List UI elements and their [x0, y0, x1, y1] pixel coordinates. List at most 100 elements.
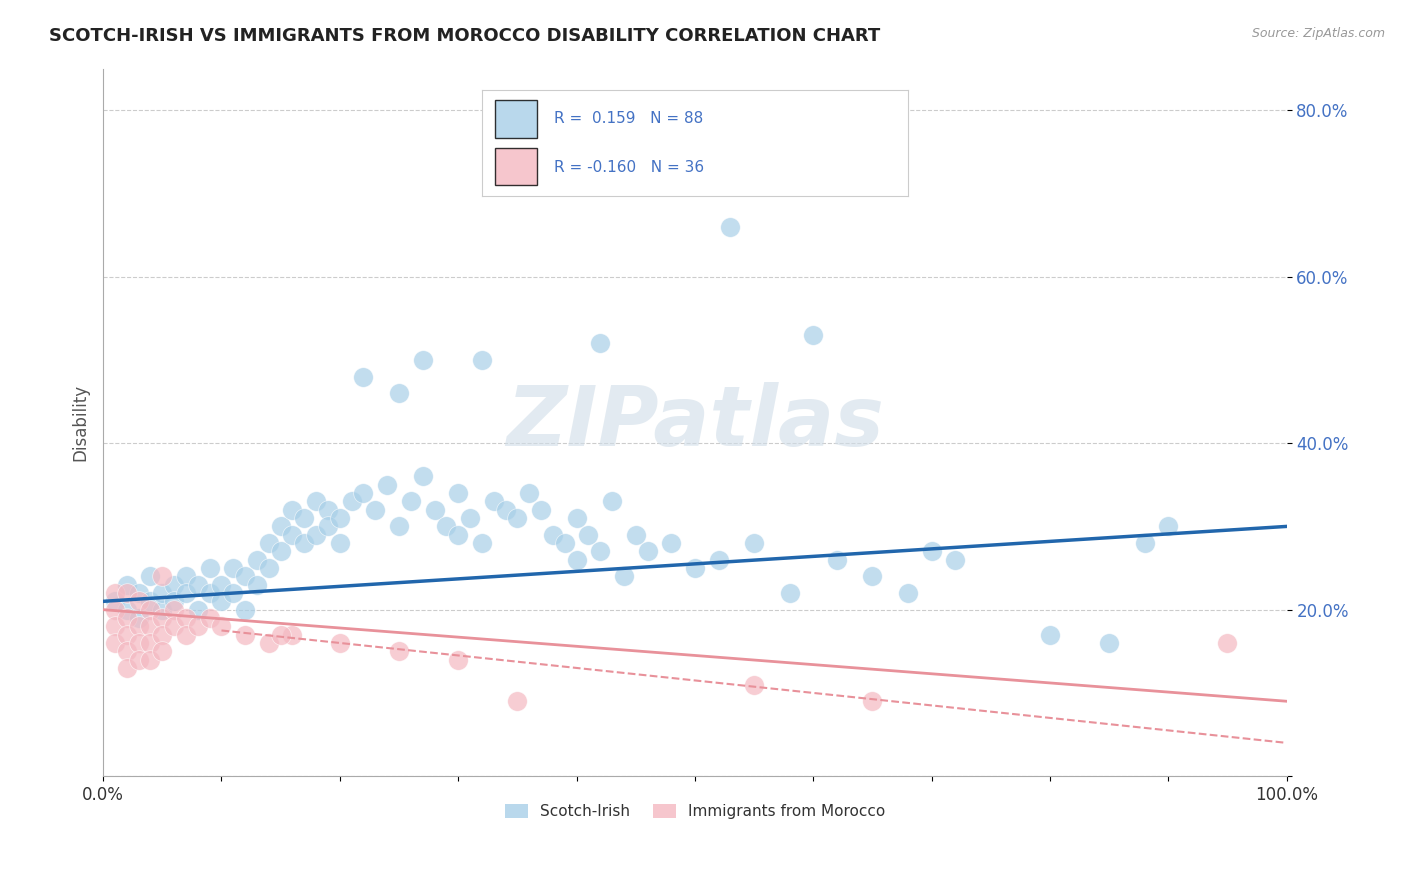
- Point: [187, 577, 209, 591]
- Point: [150, 586, 173, 600]
- Point: [163, 619, 186, 633]
- Point: [589, 544, 612, 558]
- Point: [150, 644, 173, 658]
- Point: [281, 627, 304, 641]
- Point: [600, 494, 623, 508]
- Point: [222, 561, 245, 575]
- Point: [471, 536, 494, 550]
- Point: [388, 519, 411, 533]
- Point: [329, 636, 352, 650]
- Point: [187, 619, 209, 633]
- Point: [1098, 636, 1121, 650]
- Point: [943, 552, 966, 566]
- Point: [174, 586, 197, 600]
- Point: [860, 694, 883, 708]
- Point: [458, 511, 481, 525]
- Point: [198, 586, 221, 600]
- Y-axis label: Disability: Disability: [72, 384, 89, 461]
- Legend: Scotch-Irish, Immigrants from Morocco: Scotch-Irish, Immigrants from Morocco: [499, 797, 891, 825]
- Text: Source: ZipAtlas.com: Source: ZipAtlas.com: [1251, 27, 1385, 40]
- Point: [198, 611, 221, 625]
- Point: [115, 577, 138, 591]
- Point: [211, 619, 233, 633]
- Point: [211, 594, 233, 608]
- Point: [115, 644, 138, 658]
- Point: [779, 586, 801, 600]
- Point: [471, 352, 494, 367]
- Point: [316, 519, 339, 533]
- Point: [281, 502, 304, 516]
- Point: [637, 544, 659, 558]
- Point: [139, 619, 162, 633]
- Point: [292, 511, 315, 525]
- Point: [104, 586, 127, 600]
- Point: [257, 536, 280, 550]
- Point: [897, 586, 920, 600]
- Point: [246, 577, 269, 591]
- Point: [270, 544, 292, 558]
- Point: [613, 569, 636, 583]
- Point: [115, 602, 138, 616]
- Point: [270, 519, 292, 533]
- Point: [139, 594, 162, 608]
- Point: [115, 627, 138, 641]
- Point: [257, 636, 280, 650]
- Point: [683, 561, 706, 575]
- Point: [447, 486, 470, 500]
- Point: [104, 602, 127, 616]
- Point: [1133, 536, 1156, 550]
- Point: [447, 652, 470, 666]
- Point: [565, 511, 588, 525]
- Point: [292, 536, 315, 550]
- Point: [163, 594, 186, 608]
- Point: [921, 544, 943, 558]
- Point: [801, 327, 824, 342]
- Point: [115, 586, 138, 600]
- Point: [1216, 636, 1239, 650]
- Point: [128, 619, 150, 633]
- Point: [447, 527, 470, 541]
- Point: [150, 627, 173, 641]
- Point: [174, 611, 197, 625]
- Point: [128, 636, 150, 650]
- Point: [506, 694, 529, 708]
- Point: [589, 336, 612, 351]
- Point: [115, 661, 138, 675]
- Point: [139, 602, 162, 616]
- Point: [128, 586, 150, 600]
- Point: [541, 527, 564, 541]
- Point: [104, 594, 127, 608]
- Point: [434, 519, 457, 533]
- Point: [353, 486, 375, 500]
- Point: [174, 569, 197, 583]
- Point: [353, 369, 375, 384]
- Point: [150, 611, 173, 625]
- Point: [742, 677, 765, 691]
- Point: [517, 486, 540, 500]
- Point: [115, 611, 138, 625]
- Point: [150, 569, 173, 583]
- Point: [233, 569, 256, 583]
- Point: [150, 602, 173, 616]
- Point: [576, 527, 599, 541]
- Point: [128, 611, 150, 625]
- Point: [174, 627, 197, 641]
- Point: [104, 619, 127, 633]
- Point: [554, 536, 576, 550]
- Point: [364, 502, 387, 516]
- Point: [222, 586, 245, 600]
- Point: [128, 594, 150, 608]
- Point: [707, 552, 730, 566]
- Point: [388, 644, 411, 658]
- Point: [270, 627, 292, 641]
- Point: [246, 552, 269, 566]
- Point: [495, 502, 517, 516]
- Point: [659, 536, 682, 550]
- Point: [104, 636, 127, 650]
- Point: [128, 652, 150, 666]
- Point: [375, 477, 398, 491]
- Point: [139, 652, 162, 666]
- Point: [316, 502, 339, 516]
- Point: [211, 577, 233, 591]
- Point: [388, 386, 411, 401]
